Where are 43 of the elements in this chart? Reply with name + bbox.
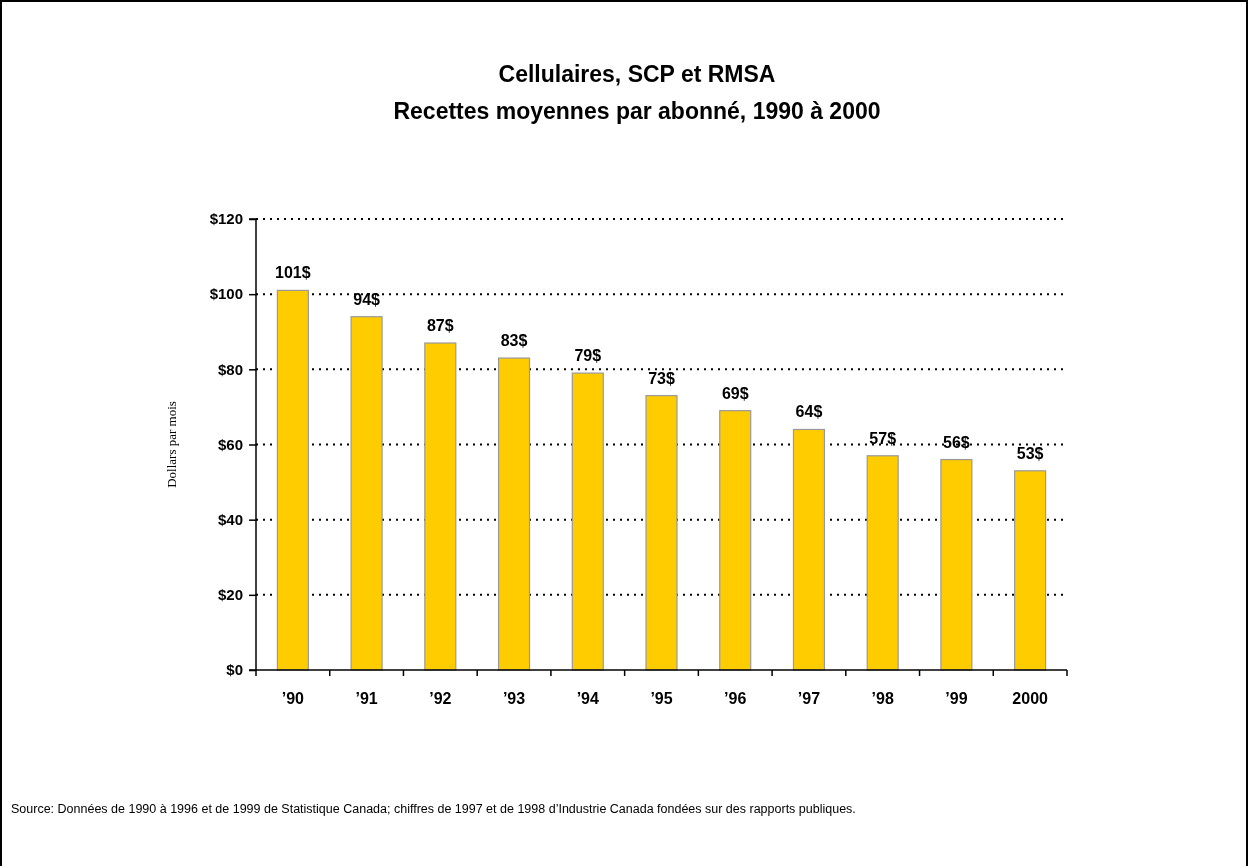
x-tick-label: 2000 — [1012, 690, 1049, 707]
data-label: 69$ — [721, 384, 749, 402]
bar — [497, 357, 531, 671]
y-tick-label: $0 — [226, 661, 243, 679]
x-tick-label: ’98 — [871, 690, 894, 707]
bar — [866, 455, 899, 671]
data-label: 64$ — [795, 403, 823, 421]
bar — [350, 316, 383, 671]
data-label: 87$ — [426, 317, 454, 335]
data-label: 101$ — [275, 264, 311, 282]
x-tick-label: ’94 — [576, 690, 599, 707]
y-tick-label: $100 — [209, 285, 243, 303]
bar — [719, 410, 752, 671]
bar — [1014, 470, 1047, 671]
source-note: Source: Données de 1990 à 1996 et de 1999 de Statistique Canada; chiffres de 1997 et de 1998 d’Industrie Canada fondées sur des rapports publiques. — [11, 802, 856, 816]
bar — [276, 289, 309, 671]
y-axis-title: Dollars par mois — [164, 401, 179, 488]
x-tick-label: ’97 — [797, 690, 821, 707]
bar — [792, 428, 826, 671]
x-tick-label: ’99 — [945, 690, 968, 707]
bar — [571, 372, 604, 671]
x-tick-label: ’91 — [355, 690, 378, 707]
data-label: 83$ — [500, 332, 528, 350]
y-tick-label: $20 — [217, 586, 243, 604]
y-tick-label: $60 — [217, 435, 243, 453]
x-tick-label: ’93 — [502, 690, 526, 707]
data-label: 79$ — [574, 347, 602, 365]
bar — [645, 395, 678, 671]
bar — [940, 458, 973, 671]
y-tick-label: $40 — [217, 510, 243, 528]
data-label: 56$ — [943, 433, 970, 451]
chart-title: Cellulaires, SCP et RMSA Recettes moyennes par abonné, 1990 à 2000 — [393, 61, 881, 124]
x-tick-label: ’95 — [650, 690, 673, 707]
x-tick-label: ’90 — [281, 690, 305, 707]
data-label: 73$ — [648, 369, 675, 387]
x-tick-label: ’96 — [724, 690, 747, 707]
x-tick-label: ’92 — [429, 690, 452, 707]
bar — [424, 342, 457, 671]
y-tick-label: $120 — [209, 210, 243, 228]
data-label: 94$ — [353, 290, 381, 308]
y-tick-label: $80 — [217, 360, 243, 378]
data-label: 57$ — [869, 429, 897, 447]
data-label: 53$ — [1016, 444, 1044, 462]
